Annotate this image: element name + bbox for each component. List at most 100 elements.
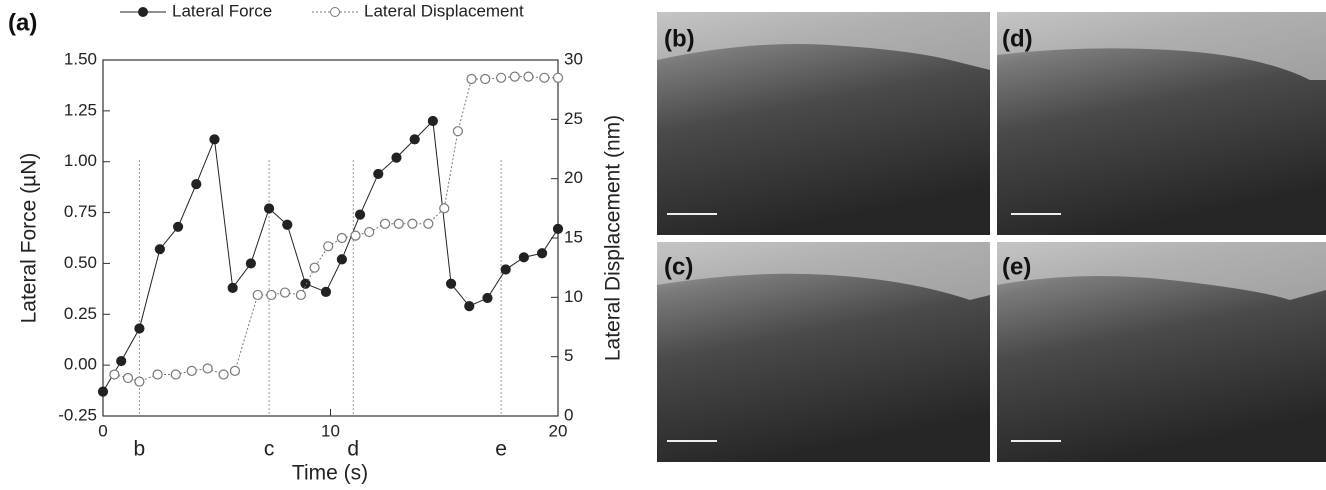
panel-c: (c) bbox=[657, 242, 990, 462]
data-point bbox=[218, 369, 229, 380]
data-point bbox=[509, 71, 520, 82]
data-point bbox=[536, 248, 548, 259]
data-point bbox=[539, 72, 550, 83]
panel-label: (d) bbox=[1002, 25, 1033, 52]
panel-b: (b) bbox=[657, 12, 990, 235]
annotation: c bbox=[264, 438, 275, 461]
legend-label: Lateral Displacement bbox=[364, 1, 524, 20]
data-point bbox=[300, 278, 311, 289]
y2-tick-label: 20 bbox=[564, 168, 583, 187]
legend-marker bbox=[138, 7, 148, 17]
y-tick-label: 1.50 bbox=[64, 49, 97, 68]
data-point bbox=[518, 252, 529, 263]
data-point bbox=[391, 152, 402, 163]
series-line bbox=[102, 119, 559, 392]
data-point bbox=[109, 369, 120, 380]
data-point bbox=[373, 168, 384, 180]
data-point bbox=[496, 72, 507, 83]
panel-e: (e) bbox=[997, 242, 1326, 462]
y2-tick-label: 15 bbox=[564, 227, 583, 246]
x-axis-title: Time (s) bbox=[292, 462, 368, 485]
panel-label: (e) bbox=[1002, 253, 1031, 280]
data-point bbox=[152, 369, 163, 380]
data-point bbox=[263, 203, 275, 214]
data-point bbox=[482, 292, 493, 304]
data-point bbox=[116, 355, 127, 367]
data-point bbox=[122, 372, 134, 384]
annotation: e bbox=[495, 438, 507, 461]
data-point bbox=[439, 203, 450, 214]
data-point bbox=[445, 278, 457, 289]
data-point bbox=[336, 254, 347, 265]
y-tick-label: -0.25 bbox=[58, 405, 97, 424]
data-point bbox=[134, 323, 145, 334]
data-point bbox=[134, 376, 145, 387]
y2-tick-label: 5 bbox=[564, 346, 573, 365]
data-point bbox=[279, 287, 291, 298]
data-point bbox=[336, 232, 347, 244]
data-point bbox=[552, 223, 564, 234]
data-point bbox=[364, 226, 375, 238]
legend-label: Lateral Force bbox=[172, 1, 272, 20]
y-tick-label: 0.00 bbox=[64, 355, 97, 374]
data-point bbox=[393, 218, 404, 229]
data-point bbox=[170, 369, 181, 380]
data-point bbox=[227, 282, 238, 293]
data-point bbox=[354, 209, 366, 220]
chart: (a) Time (s) Lateral Force (µN) Lateral … bbox=[8, 1, 625, 485]
data-point bbox=[154, 244, 165, 255]
data-point bbox=[309, 262, 320, 273]
y2-tick-label: 10 bbox=[564, 287, 583, 306]
x-tick-label: 0 bbox=[98, 421, 107, 440]
data-point bbox=[202, 363, 213, 374]
data-point bbox=[320, 286, 332, 298]
data-point bbox=[266, 289, 277, 301]
y2-tick-label: 25 bbox=[564, 109, 583, 128]
x-tick-label: 10 bbox=[321, 421, 340, 440]
data-point bbox=[423, 218, 434, 229]
y-tick-label: 0.50 bbox=[64, 253, 97, 272]
y2-tick-label: 0 bbox=[564, 405, 573, 424]
panel-label: (b) bbox=[664, 25, 695, 52]
data-point bbox=[452, 126, 463, 137]
data-point bbox=[209, 134, 220, 145]
data-point bbox=[464, 301, 475, 312]
data-point bbox=[409, 134, 420, 145]
data-point bbox=[480, 73, 491, 85]
data-point bbox=[282, 219, 293, 230]
data-point bbox=[252, 289, 263, 301]
data-point bbox=[350, 230, 361, 241]
y-tick-label: 1.25 bbox=[64, 100, 97, 119]
data-point bbox=[186, 365, 197, 377]
data-point bbox=[427, 115, 438, 127]
data-point bbox=[500, 264, 511, 275]
data-point bbox=[97, 386, 109, 397]
data-point bbox=[523, 71, 534, 82]
data-point bbox=[295, 289, 307, 301]
chart-title: (a) bbox=[8, 9, 37, 36]
legend-marker bbox=[330, 7, 340, 17]
data-point bbox=[191, 178, 202, 190]
annotation: b bbox=[134, 438, 146, 461]
data-point bbox=[172, 221, 184, 232]
image-panels: (b) (d) (c) (e) bbox=[657, 12, 1326, 462]
panel-d: (d) bbox=[997, 12, 1326, 235]
data-point bbox=[380, 218, 391, 229]
data-point bbox=[552, 72, 564, 83]
panel-label: (c) bbox=[664, 253, 693, 280]
y-tick-label: 1.00 bbox=[64, 151, 97, 170]
y-tick-label: 0.25 bbox=[64, 304, 97, 323]
y-tick-label: 0.75 bbox=[64, 202, 97, 221]
plot-frame bbox=[102, 59, 559, 417]
data-point bbox=[407, 218, 418, 229]
y2-axis-title: Lateral Displacement (nm) bbox=[602, 115, 625, 361]
annotation: d bbox=[347, 438, 359, 461]
y2-tick-label: 30 bbox=[564, 49, 583, 68]
x-tick-label: 20 bbox=[549, 421, 568, 440]
data-point bbox=[323, 241, 334, 252]
data-point bbox=[245, 258, 256, 269]
data-point bbox=[229, 365, 241, 377]
y-axis-title: Lateral Force (µN) bbox=[18, 153, 41, 324]
data-point bbox=[466, 73, 477, 85]
